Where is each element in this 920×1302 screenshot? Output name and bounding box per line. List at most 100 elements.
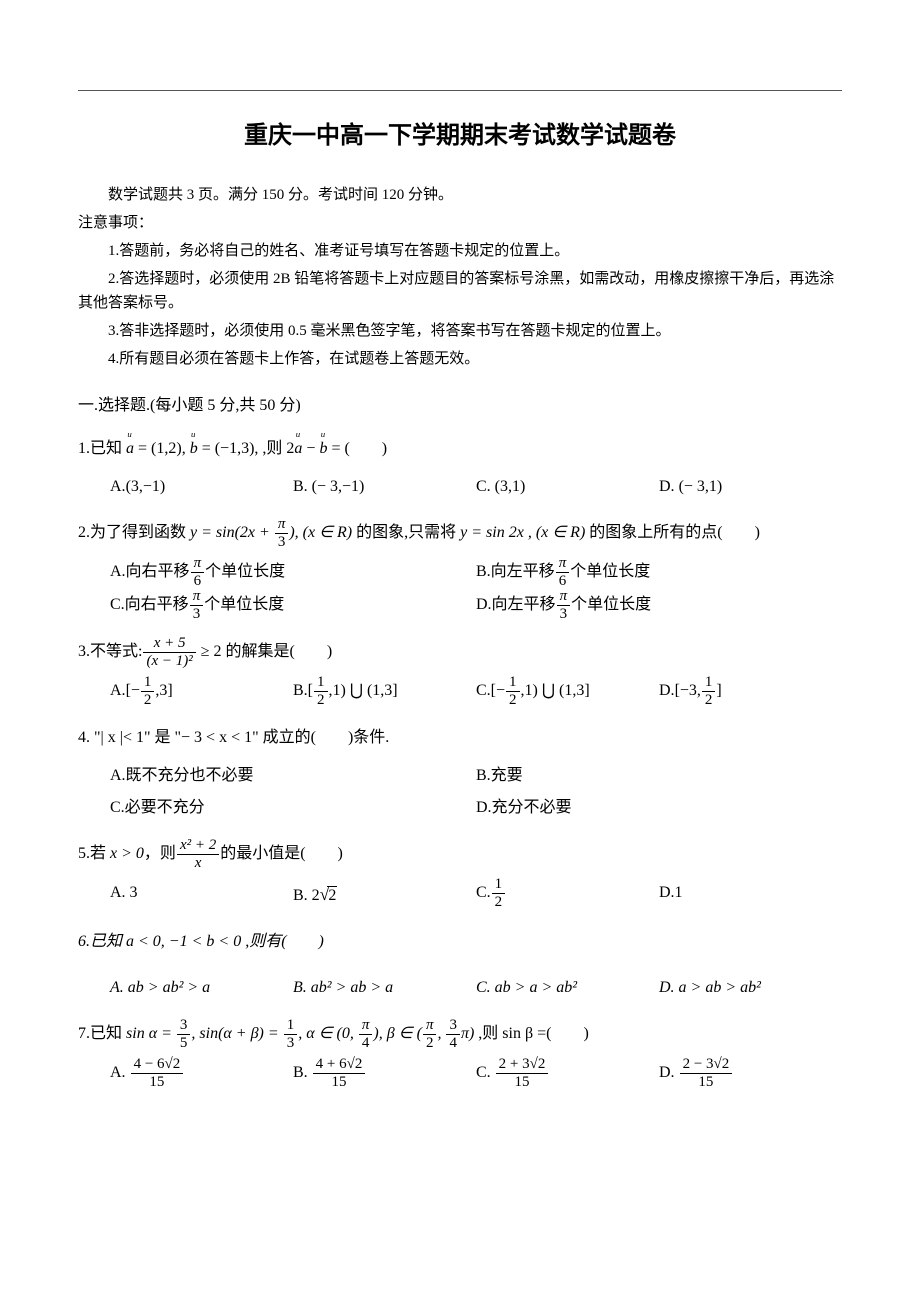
frac-half2-icon: 12: [314, 675, 328, 708]
intro-line: 数学试题共 3 页。满分 150 分。考试时间 120 分钟。: [78, 183, 842, 207]
n: 1: [506, 675, 520, 692]
section-1-heading: 一.选择题.(每小题 5 分,共 50 分): [78, 393, 842, 419]
l: B.: [293, 1064, 308, 1081]
q2d-post: 个单位长度: [571, 596, 651, 613]
d: (x − 1)²: [143, 653, 195, 669]
q4-options: A.既不充分也不必要 B.充要 C.必要不充分 D.充分不必要: [78, 760, 842, 824]
q5-pre: 5.若: [78, 845, 110, 862]
vec-b2-icon: b: [319, 433, 327, 465]
q1-end: = ( ): [327, 440, 387, 457]
notice-heading: 注意事项：: [78, 211, 842, 235]
q3-geq: ≥ 2: [197, 643, 222, 660]
frac-pi-3c-icon: π3: [190, 589, 204, 622]
q2-y: y = sin(2x +: [190, 524, 274, 541]
frac-7b-icon: 4 + 6√215: [313, 1057, 366, 1090]
q7-opt-b: B. 4 + 6√215: [293, 1057, 476, 1090]
q3-stem: 3.不等式:x + 5(x − 1)² ≥ 2 的解集是( ): [78, 636, 842, 669]
num: π: [275, 517, 289, 534]
page-title: 重庆一中高一下学期期末考试数学试题卷: [78, 117, 842, 155]
q1-c-label: C.: [476, 478, 491, 495]
n: 1: [702, 675, 716, 692]
q3-opt-d: D.[−3,12]: [659, 675, 842, 708]
q7-stem: 7.已知 sin α = 35, sin(α + β) = 13, α ∈ (0…: [78, 1018, 842, 1051]
q5-opt-b: B. 2√2: [293, 877, 476, 912]
frac-half3-icon: 12: [506, 675, 520, 708]
q7-pc: π): [461, 1025, 474, 1042]
q5-options: A. 3 B. 2√2 C.12 D.1: [78, 877, 842, 912]
frac-half5-icon: 12: [492, 877, 506, 910]
n: 4 − 6√2: [131, 1057, 184, 1074]
d: 3: [190, 606, 204, 622]
d: 4: [359, 1035, 373, 1051]
d: 15: [313, 1074, 366, 1090]
q7-opt-d: D. 2 − 3√215: [659, 1057, 842, 1090]
d: 5: [177, 1035, 191, 1051]
q1-b-val: (− 3,−1): [308, 478, 365, 495]
q1-opt-b: B. (− 3,−1): [293, 471, 476, 503]
q1-a-label: A.: [110, 478, 126, 495]
d: 2: [506, 692, 520, 708]
n: π: [423, 1018, 437, 1035]
notice-1: 1.答题前，务必将自己的姓名、准考证号填写在答题卡规定的位置上。: [78, 239, 842, 263]
q2-yc: ), (x ∈ R): [289, 524, 352, 541]
b1: [−3,: [675, 682, 701, 699]
q5-opt-d: D.1: [659, 877, 842, 912]
r: 2: [327, 886, 337, 904]
q1-d-label: D.: [659, 478, 675, 495]
q1-b-label: B.: [293, 478, 308, 495]
q7-ain: , α ∈ (0,: [298, 1025, 358, 1042]
page-rule: [78, 90, 842, 91]
q2-mid: 的图象,只需将: [352, 524, 460, 541]
d: 2: [314, 692, 328, 708]
q1-m3: −: [302, 440, 319, 457]
d: 6: [191, 573, 205, 589]
q1-pre: 1.已知: [78, 440, 126, 457]
n: π: [191, 556, 205, 573]
q1-opt-d: D. (− 3,1): [659, 471, 842, 503]
frac-7c-icon: 2 + 3√215: [496, 1057, 549, 1090]
q3-pre: 3.不等式:: [78, 643, 142, 660]
n: 1: [492, 877, 506, 894]
q3-options: A.[−12,3] B.[12,1) ⋃ (1,3] C.[−12,1) ⋃ (…: [78, 675, 842, 708]
q4-opt-b: B.充要: [476, 760, 842, 792]
question-3: 3.不等式:x + 5(x − 1)² ≥ 2 的解集是( ) A.[−12,3…: [78, 636, 842, 708]
frac-7d-icon: 2 − 3√215: [680, 1057, 733, 1090]
q1-options: A.(3,−1) B. (− 3,−1) C. (3,1) D. (− 3,1): [78, 471, 842, 503]
q7-bin: ), β ∈ (: [373, 1025, 422, 1042]
n: 4 + 6√2: [313, 1057, 366, 1074]
n: 3: [177, 1018, 191, 1035]
q7-opt-c: C. 2 + 3√215: [476, 1057, 659, 1090]
q1-m2: = (−1,3), ,则 2: [198, 440, 295, 457]
q1-d-val: (− 3,1): [675, 478, 723, 495]
q4-opt-c: C.必要不充分: [110, 792, 476, 824]
notice-2: 2.答选择题时，必须使用 2B 铅笔将答题卡上对应题目的答案标号涂黑，如需改动，…: [78, 267, 842, 315]
frac-pi4-icon: π4: [359, 1018, 373, 1051]
q1-opt-a: A.(3,−1): [110, 471, 293, 503]
q2-opt-d: D.向左平移π3个单位长度: [476, 589, 842, 622]
frac-pi2-icon: π2: [423, 1018, 437, 1051]
frac-13-icon: 13: [284, 1018, 298, 1051]
vec-a2-icon: a: [294, 433, 302, 465]
q5-post: 的最小值是( ): [220, 845, 343, 862]
d: 15: [496, 1074, 549, 1090]
q2-end: 的图象上所有的点( ): [585, 524, 760, 541]
q2-opt-c: C.向右平移π3个单位长度: [110, 589, 476, 622]
frac-pi-6b-icon: π6: [556, 556, 570, 589]
frac-half4-icon: 12: [702, 675, 716, 708]
l: B.: [293, 682, 308, 699]
frac-35-icon: 35: [177, 1018, 191, 1051]
frac-7a-icon: 4 − 6√215: [131, 1057, 184, 1090]
frac-34-icon: 34: [446, 1018, 460, 1051]
den: 3: [275, 534, 289, 550]
l: C.: [476, 1064, 491, 1081]
l: D.: [659, 1064, 675, 1081]
b2: ,1) ⋃ (1,3]: [329, 682, 398, 699]
d: 4: [446, 1035, 460, 1051]
q5-opt-c: C.12: [476, 877, 659, 912]
notice-4: 4.所有题目必须在答题卡上作答，在试题卷上答题无效。: [78, 347, 842, 371]
notice-3: 3.答非选择题时，必须使用 0.5 毫米黑色签字笔，将答案书写在答题卡规定的位置…: [78, 319, 842, 343]
n: 1: [314, 675, 328, 692]
question-6: 6.已知 a < 0, −1 < b < 0 ,则有( ) A. ab > ab…: [78, 926, 842, 1004]
q1-m1: = (1,2),: [134, 440, 190, 457]
q7-c: ,: [437, 1025, 445, 1042]
